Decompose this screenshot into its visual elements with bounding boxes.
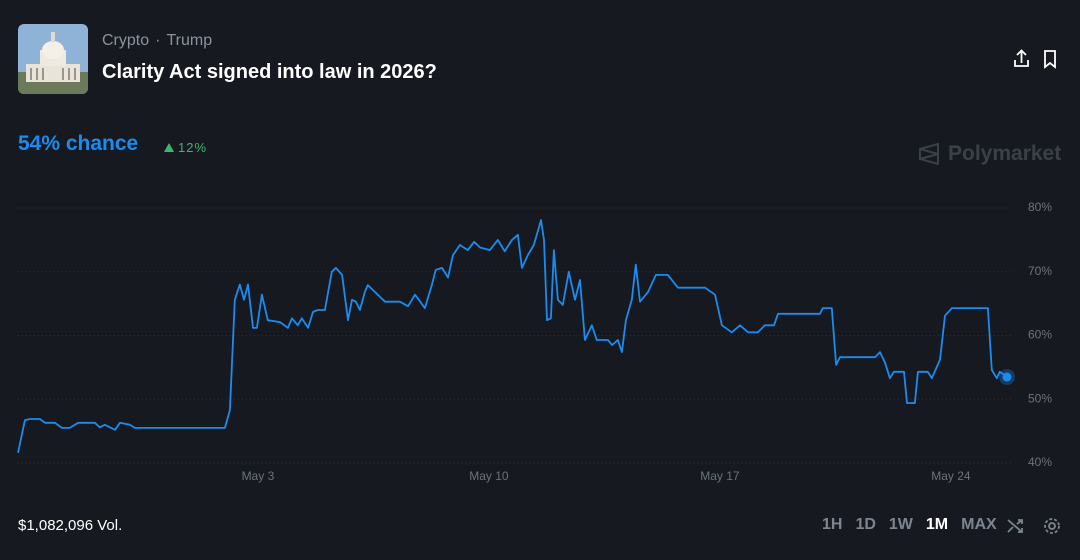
range-button[interactable]: MAX (961, 516, 997, 533)
settings-icon[interactable] (1044, 518, 1060, 534)
change-value: 12% (178, 140, 208, 155)
chart-tools (1007, 518, 1060, 534)
x-tick-label: May 24 (931, 469, 971, 483)
brand-name: Polymarket (948, 142, 1062, 165)
y-tick-label: 40% (1028, 455, 1052, 469)
y-tick-label: 60% (1028, 328, 1052, 342)
range-button[interactable]: 1H (822, 516, 843, 533)
x-tick-label: May 17 (700, 469, 740, 483)
range-button[interactable]: 1D (855, 516, 876, 533)
chance: 54% chance (18, 132, 139, 155)
y-tick-label: 80% (1028, 200, 1052, 214)
range-button[interactable]: 1W (888, 516, 913, 533)
up-icon (164, 143, 174, 152)
category[interactable]: Crypto (102, 32, 150, 49)
x-tick-label: May 10 (469, 469, 509, 483)
category[interactable]: Trump (155, 32, 212, 50)
end-dot (1002, 372, 1012, 382)
share-icon[interactable] (1014, 49, 1029, 67)
x-tick-label: May 3 (242, 469, 275, 483)
categories: Crypto Trump (102, 32, 212, 50)
bookmark-icon[interactable] (1044, 50, 1056, 69)
shuffle-icon[interactable] (1007, 519, 1023, 533)
market-title: Clarity Act signed into law in 2026? (102, 61, 437, 83)
y-tick-label: 50% (1028, 391, 1052, 405)
range-buttons: 1H 1D 1W 1M MAX (822, 516, 997, 534)
brand-logo (919, 143, 939, 165)
price-line (17, 219, 1008, 453)
change: 12% (164, 140, 207, 155)
brand: Polymarket (918, 142, 1061, 166)
market-image (18, 24, 88, 94)
actions (1014, 49, 1056, 69)
range-button[interactable]: 1M (925, 516, 949, 533)
volume: $1,082,096 Vol. (18, 517, 123, 534)
y-tick-label: 70% (1028, 264, 1052, 278)
